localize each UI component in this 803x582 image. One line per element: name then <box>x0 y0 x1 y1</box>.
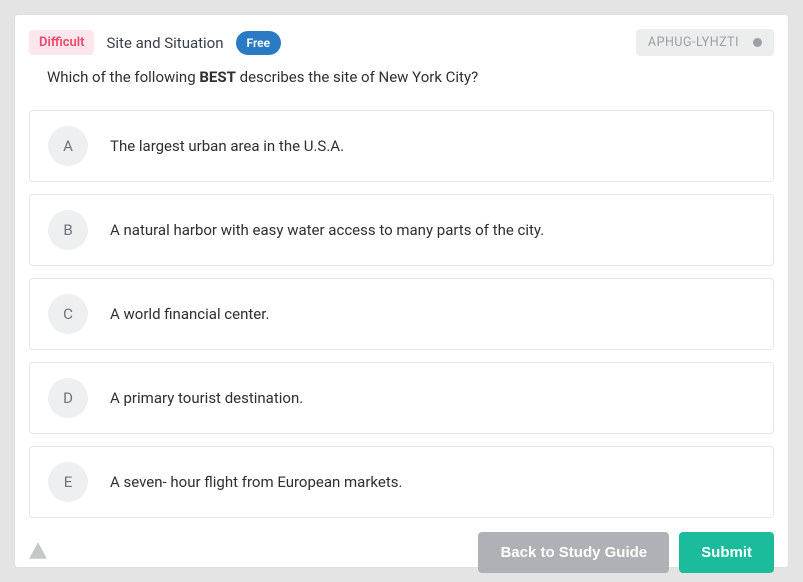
option-text: A world financial center. <box>110 305 269 323</box>
difficulty-badge: Difficult <box>29 30 94 55</box>
question-code-text: APHUG-LYHZTI <box>648 35 739 50</box>
status-dot-icon <box>753 38 762 47</box>
question-code-badge[interactable]: APHUG-LYHZTI <box>636 29 774 56</box>
question-prefix: Which of the following <box>47 68 199 86</box>
option-letter: D <box>48 378 88 418</box>
question-card: Difficult Site and Situation Free APHUG-… <box>14 14 789 568</box>
warning-icon[interactable] <box>29 542 47 563</box>
option-letter: B <box>48 210 88 250</box>
question-emphasis: BEST <box>199 68 236 86</box>
option-text: A seven- hour flight from European marke… <box>110 473 402 491</box>
back-to-study-guide-button[interactable]: Back to Study Guide <box>478 532 669 573</box>
question-suffix: describes the site of New York City? <box>236 68 478 86</box>
option-d[interactable]: D A primary tourist destination. <box>29 362 774 434</box>
topic-label: Site and Situation <box>106 34 223 52</box>
header-row: Difficult Site and Situation Free APHUG-… <box>29 29 774 56</box>
option-text: A natural harbor with easy water access … <box>110 221 544 239</box>
free-badge: Free <box>236 31 282 55</box>
options-list: A The largest urban area in the U.S.A. B… <box>29 110 774 518</box>
question-text: Which of the following BEST describes th… <box>47 68 774 86</box>
option-letter: E <box>48 462 88 502</box>
option-e[interactable]: E A seven- hour flight from European mar… <box>29 446 774 518</box>
option-text: A primary tourist destination. <box>110 389 303 407</box>
option-a[interactable]: A The largest urban area in the U.S.A. <box>29 110 774 182</box>
submit-button[interactable]: Submit <box>679 532 774 573</box>
option-letter: A <box>48 126 88 166</box>
option-c[interactable]: C A world financial center. <box>29 278 774 350</box>
option-letter: C <box>48 294 88 334</box>
option-text: The largest urban area in the U.S.A. <box>110 137 344 155</box>
footer-row: Back to Study Guide Submit <box>29 518 774 573</box>
option-b[interactable]: B A natural harbor with easy water acces… <box>29 194 774 266</box>
